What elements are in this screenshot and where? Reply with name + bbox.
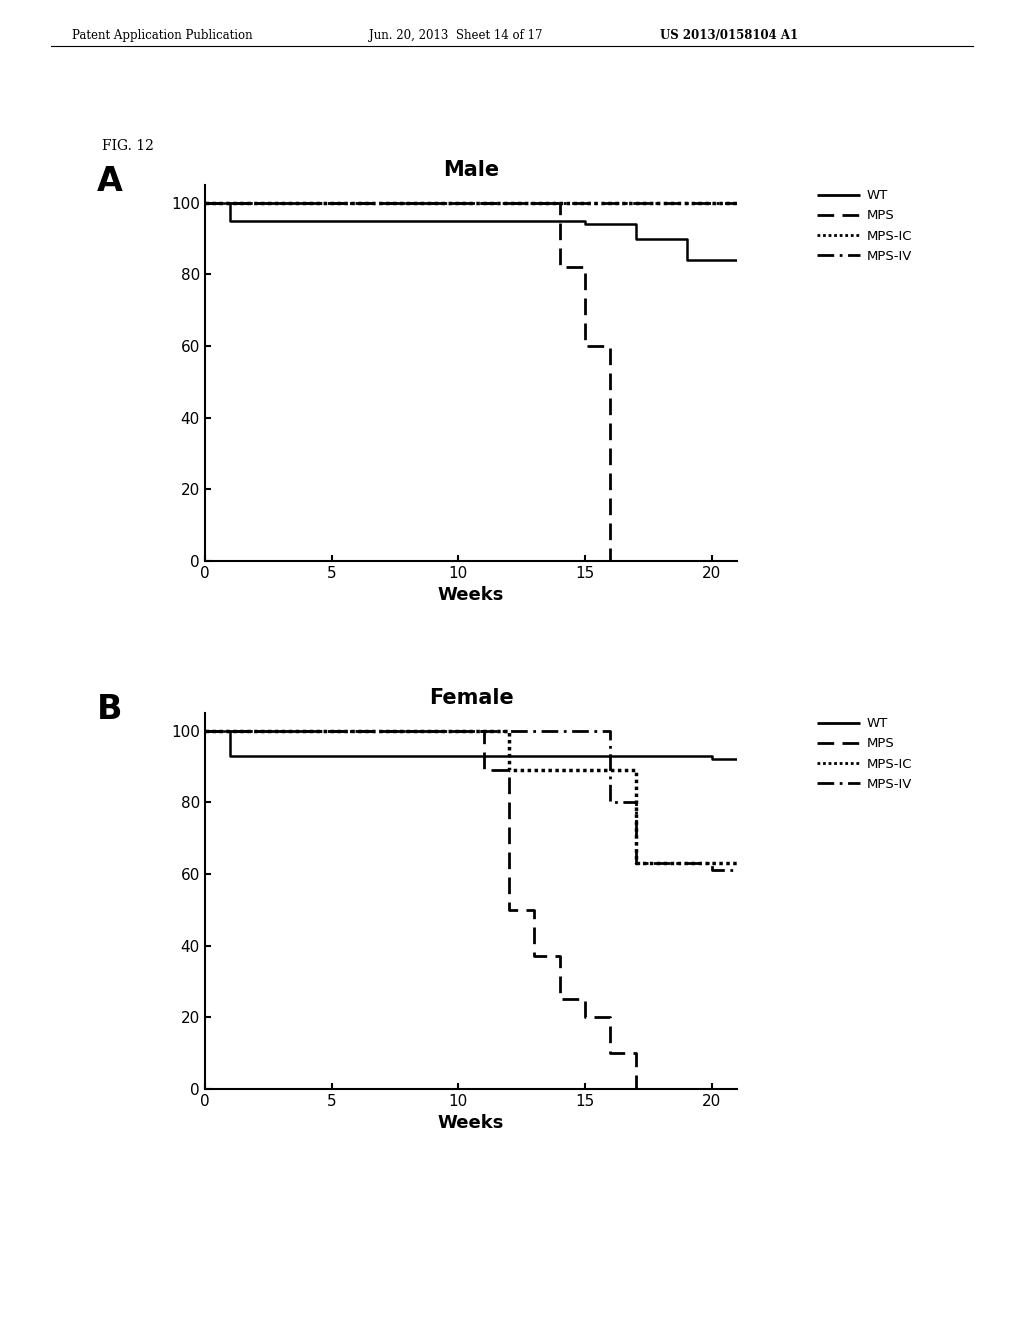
Text: Patent Application Publication: Patent Application Publication [72, 29, 252, 42]
Legend: WT, MPS, MPS-IC, MPS-IV: WT, MPS, MPS-IC, MPS-IV [812, 711, 918, 796]
Text: B: B [97, 693, 123, 726]
Text: A: A [97, 165, 123, 198]
Text: US 2013/0158104 A1: US 2013/0158104 A1 [660, 29, 799, 42]
Legend: WT, MPS, MPS-IC, MPS-IV: WT, MPS, MPS-IC, MPS-IV [812, 183, 918, 268]
Text: FIG. 12: FIG. 12 [102, 139, 155, 153]
Text: Jun. 20, 2013  Sheet 14 of 17: Jun. 20, 2013 Sheet 14 of 17 [369, 29, 542, 42]
Title: Male: Male [443, 161, 499, 181]
X-axis label: Weeks: Weeks [438, 1114, 504, 1133]
Title: Female: Female [429, 689, 513, 709]
X-axis label: Weeks: Weeks [438, 586, 504, 605]
